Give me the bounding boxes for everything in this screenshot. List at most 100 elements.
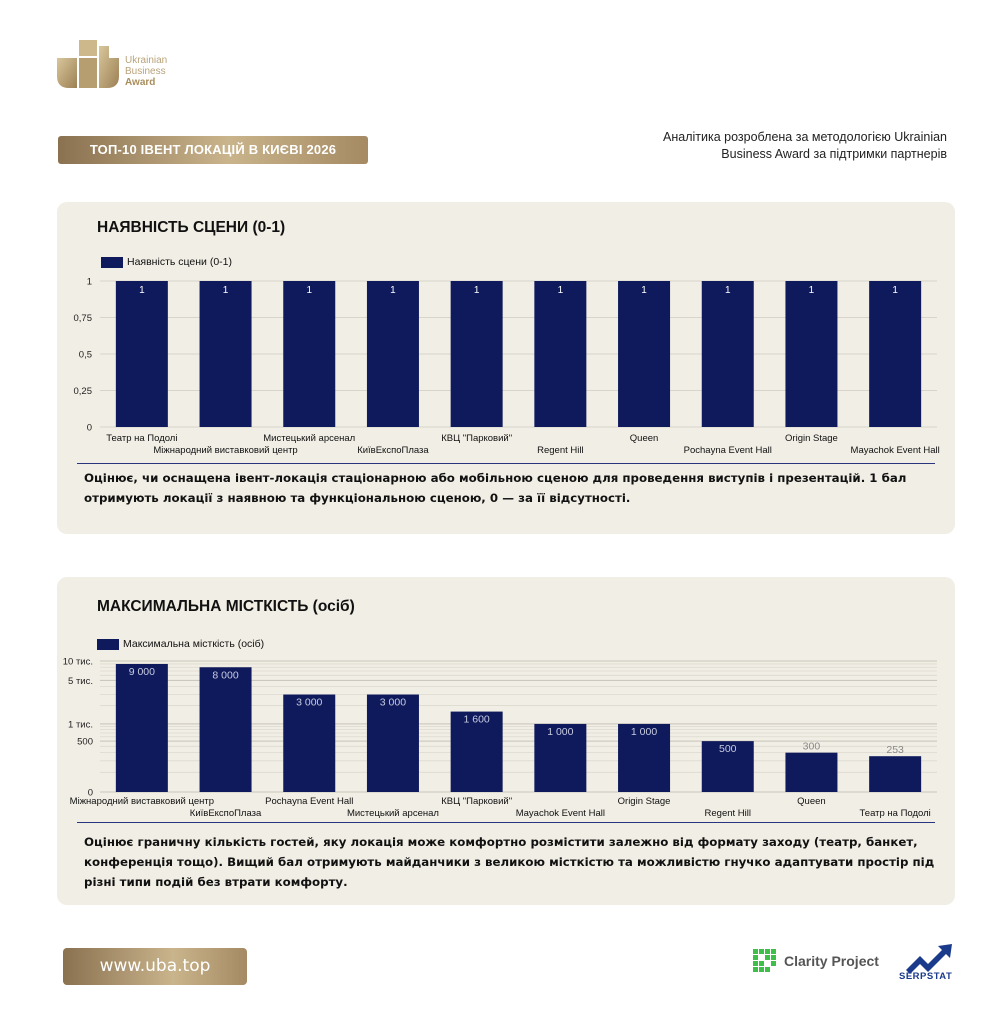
bar-value-label: 1 [139, 285, 145, 296]
bar-value-label: 8 000 [212, 669, 238, 681]
bar-value-label: 500 [719, 743, 737, 755]
logo-wordmark: Ukrainian Business Award [125, 55, 167, 88]
chart-description: Оцінює, чи оснащена івент-локація стаціо… [84, 471, 907, 505]
x-tick-label: Театр на Подолі [860, 808, 931, 819]
x-tick-label: КиївЕкспоПлаза [357, 445, 429, 456]
bar-value-label: 1 [558, 285, 564, 296]
divider [77, 822, 935, 823]
card-title: НАЯВНІСТЬ СЦЕНИ (0-1) [97, 219, 286, 236]
analytics-note: Аналітика розроблена за методологією Ukr… [617, 129, 947, 163]
y-tick-label: 5 тис. [68, 676, 93, 687]
y-tick-label: 0 [87, 423, 92, 434]
x-tick-label: Regent Hill [705, 808, 751, 819]
page-title-badge: ТОП-10 ІВЕНТ ЛОКАЦІЙ В КИЄВІ 2026 [58, 136, 368, 164]
x-tick-label: Origin Stage [785, 433, 838, 444]
logo-line3: Award [125, 77, 156, 88]
serpstat-icon [906, 944, 952, 974]
y-tick-label: 0,5 [79, 350, 92, 361]
x-tick-label: Pochayna Event Hall [265, 796, 353, 807]
bar-value-label: 1 [641, 285, 647, 296]
bar [199, 281, 252, 427]
bar-value-label: 9 000 [129, 666, 155, 678]
analytics-line2: Business Award за підтримки партнерів [721, 147, 947, 161]
x-tick-label: Queen [797, 796, 826, 807]
bar [701, 281, 754, 427]
legend-swatch [97, 638, 119, 650]
x-tick-label: Mayachok Event Hall [851, 445, 940, 456]
y-tick-label: 10 тис. [63, 657, 93, 668]
bar [366, 694, 419, 792]
bar [869, 281, 922, 427]
x-tick-label: Міжнародний виставковий центр [153, 445, 297, 456]
bar [283, 281, 336, 427]
clarity-label: Clarity Project [784, 953, 879, 969]
bar-value-label: 3 000 [380, 697, 406, 709]
bar-value-label: 1 [223, 285, 229, 296]
legend-swatch [101, 256, 123, 268]
bar-value-label: 1 [390, 285, 396, 296]
bar-value-label: 1 [809, 285, 815, 296]
bar [618, 281, 671, 427]
bar [534, 723, 587, 792]
logo-line1: Ukrainian [125, 55, 168, 66]
serpstat-label: SERPSTAT [899, 971, 953, 982]
website-link[interactable]: www.uba.top [63, 948, 247, 985]
bar [785, 281, 838, 427]
x-tick-label: Мистецький арсенал [347, 808, 439, 819]
stage-availability-card: НАЯВНІСТЬ СЦЕНИ (0-1) Наявність сцени (0… [57, 202, 955, 534]
x-tick-label: Театр на Подолі [106, 433, 177, 444]
bar [115, 281, 168, 427]
clarity-project-logo: Clarity Project [752, 948, 879, 974]
bar [283, 694, 336, 792]
bar [366, 281, 419, 427]
stage-availability-chart: 0 0,25 0,5 0,75 1 1 Театр на Подолі 1 Міжнародни… [74, 277, 940, 457]
bar-value-label: 1 000 [547, 726, 573, 738]
bar [450, 281, 503, 427]
logo-line2: Business [125, 66, 166, 77]
y-tick-label: 1 [87, 277, 92, 288]
bar [534, 281, 587, 427]
bar [618, 723, 671, 792]
legend-label: Наявність сцени (0-1) [127, 256, 232, 268]
y-tick-label: 0,75 [74, 313, 93, 324]
bar-value-label: 1 [892, 285, 898, 296]
max-capacity-card: МАКСИМАЛЬНА МІСТКІСТЬ (осіб) Максимальна… [57, 577, 955, 905]
analytics-line1: Аналітика розроблена за методологією Ukr… [663, 130, 947, 144]
x-tick-label: Regent Hill [537, 445, 583, 456]
x-tick-label: КиївЕкспоПлаза [190, 808, 262, 819]
x-tick-label: Міжнародний виставковий центр [70, 796, 214, 807]
bar-value-label: 1 000 [631, 726, 657, 738]
y-tick-label: 0 [88, 788, 93, 799]
bar-value-label: 1 600 [464, 714, 490, 726]
bar [785, 752, 838, 792]
bar [701, 741, 754, 792]
x-tick-label: Pochayna Event Hall [684, 445, 772, 456]
x-tick-label: Queen [630, 433, 659, 444]
chart-legend: Максимальна місткість (осіб) [97, 638, 264, 650]
bar-value-label: 3 000 [296, 697, 322, 709]
legend-label: Максимальна місткість (осіб) [123, 638, 265, 650]
y-tick-label: 0,25 [74, 386, 93, 397]
y-tick-label: 500 [77, 737, 93, 748]
card-title: МАКСИМАЛЬНА МІСТКІСТЬ (осіб) [97, 598, 355, 615]
bar-value-label: 1 [474, 285, 480, 296]
bar [450, 711, 503, 792]
bar-value-label: 300 [803, 741, 821, 753]
bar [199, 667, 252, 792]
bar [115, 663, 168, 792]
bar [869, 756, 922, 792]
bar-value-label: 253 [886, 744, 904, 756]
max-capacity-chart: 0 500 1 тис. 5 тис. 10 тис. 9 000 Міжнародний … [63, 657, 937, 819]
y-tick-label: 1 тис. [68, 719, 93, 730]
chart-description: Оцінює граничну кількість гостей, яку ло… [84, 835, 935, 889]
bar-value-label: 1 [725, 285, 731, 296]
x-tick-label: Origin Stage [618, 796, 671, 807]
chart-legend: Наявність сцени (0-1) [101, 256, 232, 268]
clarity-icon [752, 948, 778, 974]
uba-logo [57, 40, 119, 88]
x-tick-label: Мистецький арсенал [263, 433, 355, 444]
x-tick-label: КВЦ "Парковий" [441, 796, 512, 807]
x-tick-label: КВЦ "Парковий" [441, 433, 512, 444]
divider [77, 463, 935, 464]
x-tick-label: Mayachok Event Hall [516, 808, 605, 819]
